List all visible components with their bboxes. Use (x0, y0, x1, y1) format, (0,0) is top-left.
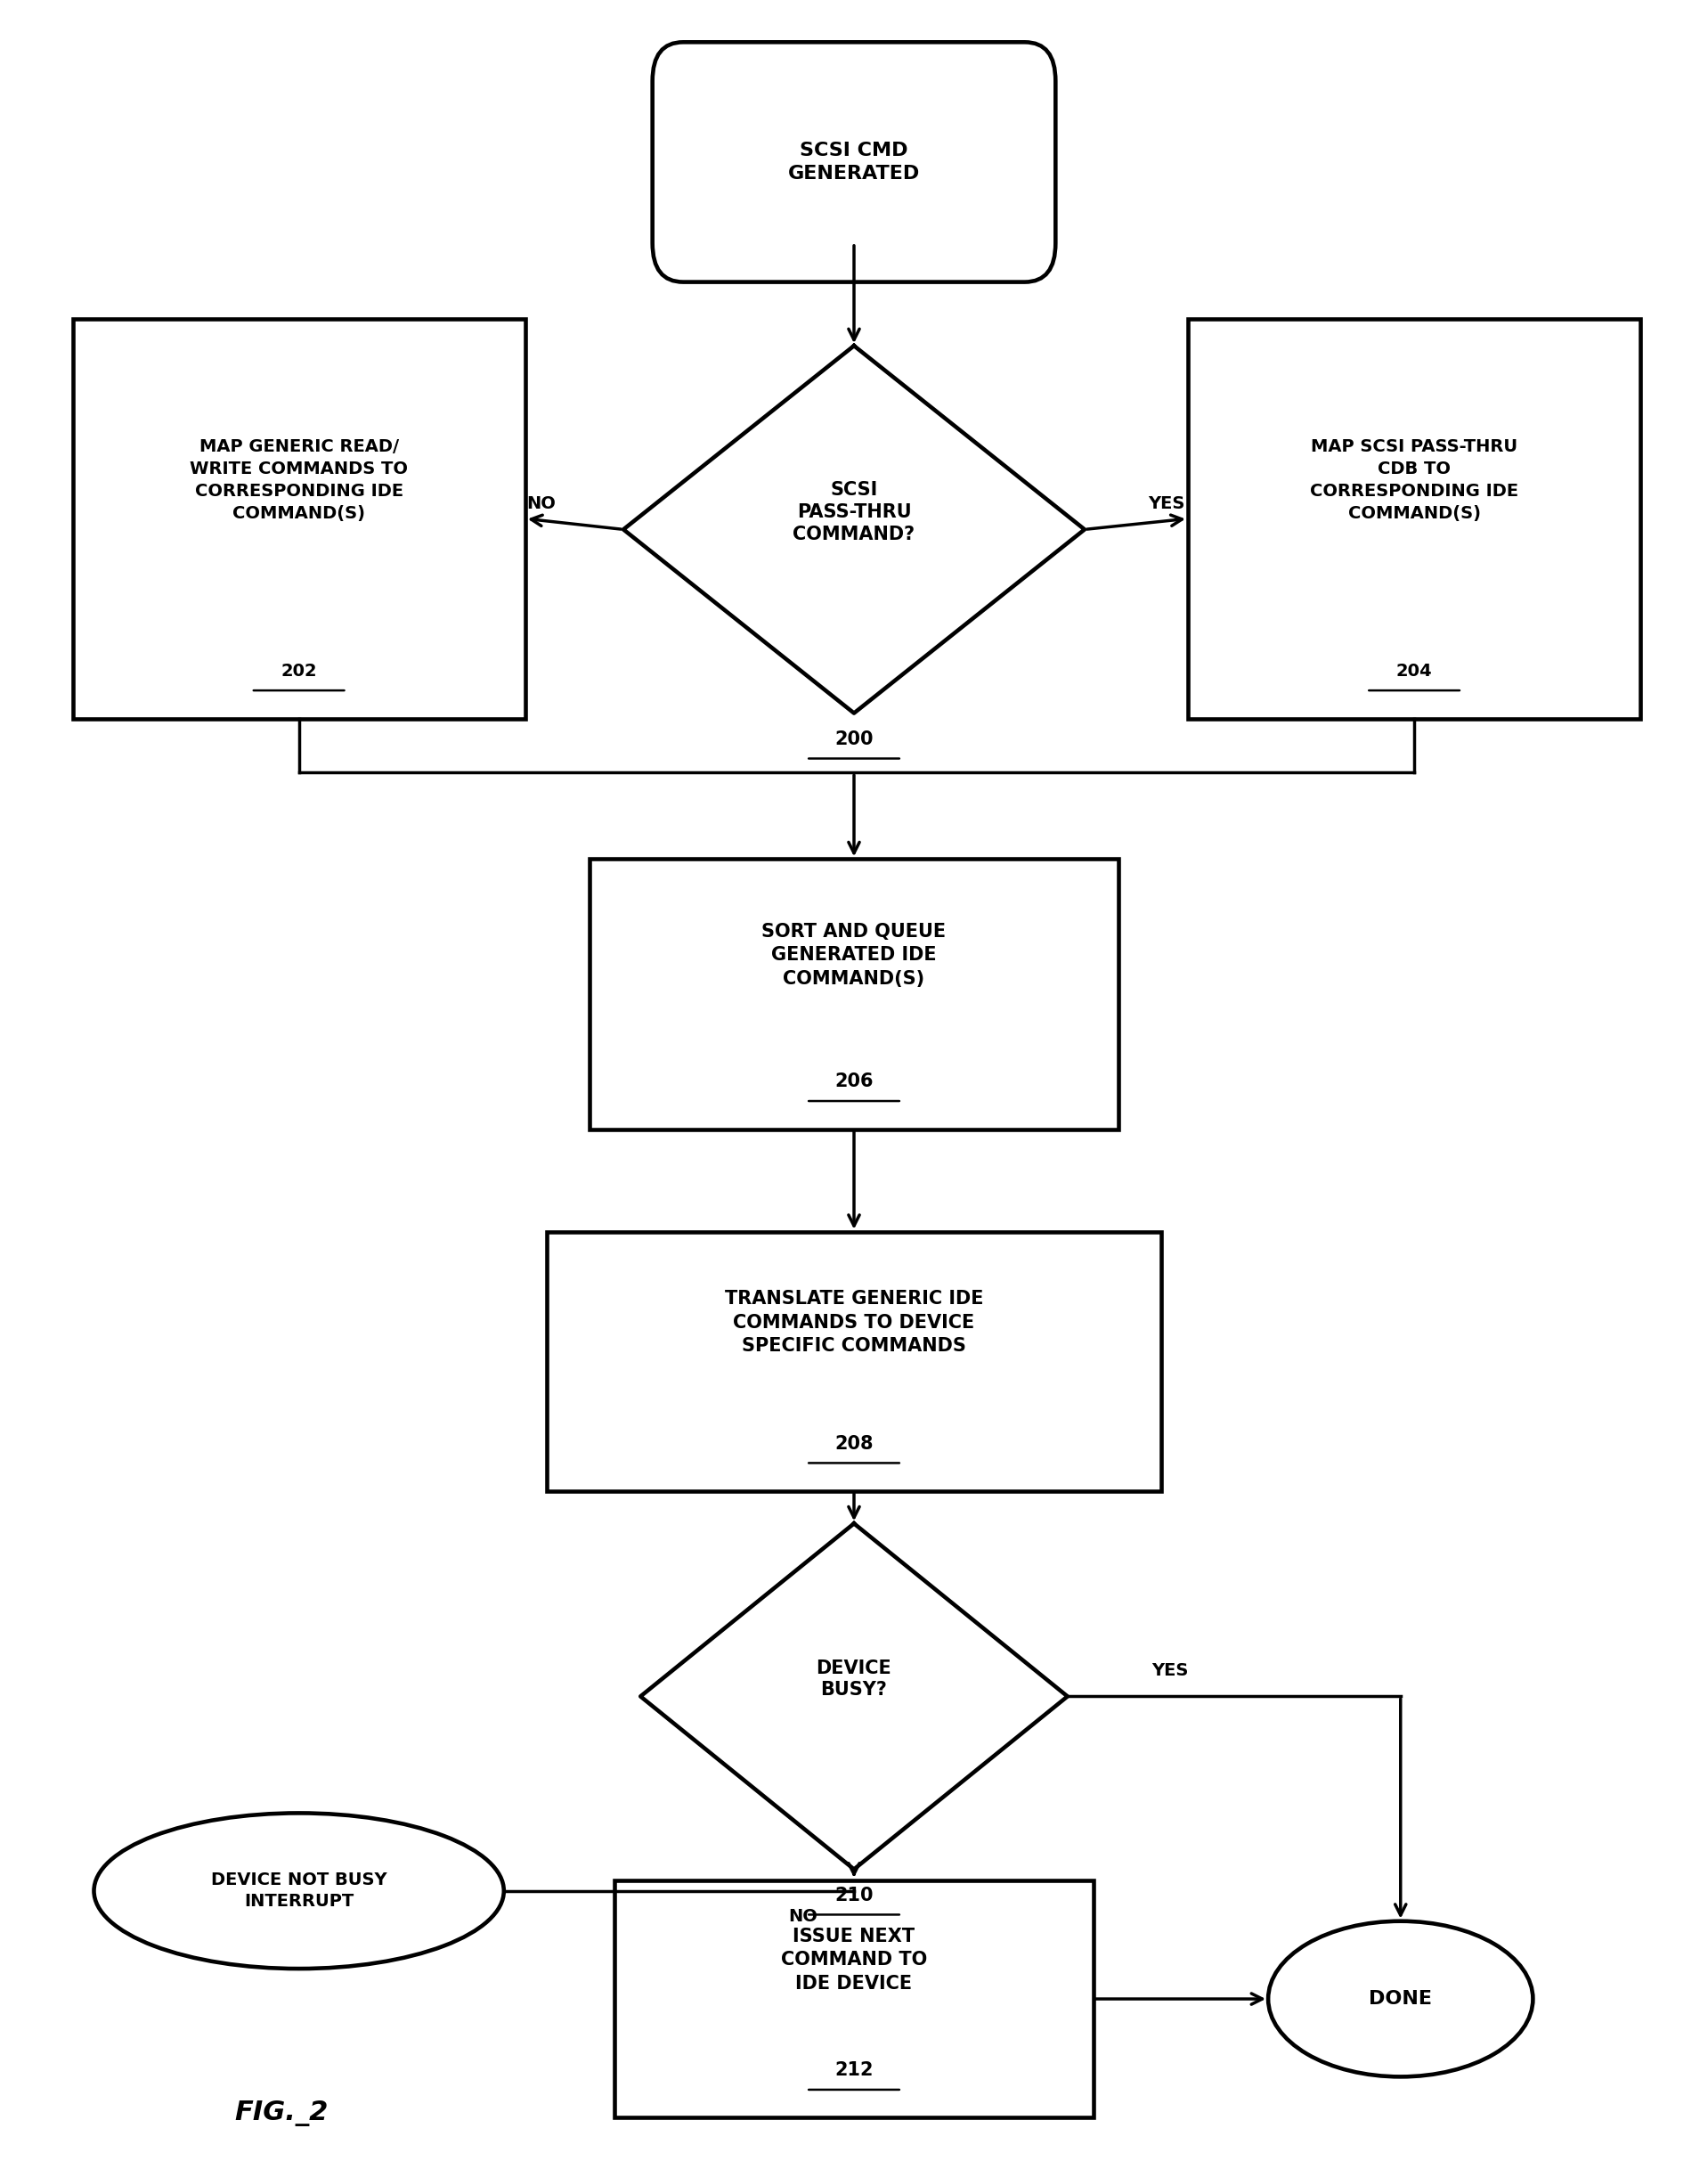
Polygon shape (640, 1524, 1068, 1869)
Bar (589, 858, 1119, 1128)
Text: 208: 208 (835, 1435, 873, 1452)
Text: SCSI CMD
GENERATED: SCSI CMD GENERATED (787, 140, 921, 184)
Text: ISSUE NEXT
COMMAND TO
IDE DEVICE: ISSUE NEXT COMMAND TO IDE DEVICE (781, 1928, 927, 1992)
Text: NO: NO (526, 495, 557, 512)
Text: YES: YES (1151, 1662, 1189, 1679)
Text: 206: 206 (835, 1072, 873, 1091)
Text: 210: 210 (835, 1887, 873, 1904)
Text: DONE: DONE (1368, 1990, 1433, 2008)
Text: 204: 204 (1395, 663, 1433, 679)
Text: TRANSLATE GENERIC IDE
COMMANDS TO DEVICE
SPECIFIC COMMANDS: TRANSLATE GENERIC IDE COMMANDS TO DEVICE… (724, 1290, 984, 1355)
Bar (1189, 318, 1640, 717)
Text: SCSI
PASS-THRU
COMMAND?: SCSI PASS-THRU COMMAND? (793, 482, 915, 542)
Text: 200: 200 (835, 730, 873, 748)
Text: 202: 202 (280, 663, 318, 679)
Text: MAP SCSI PASS-THRU
CDB TO
CORRESPONDING IDE
COMMAND(S): MAP SCSI PASS-THRU CDB TO CORRESPONDING … (1310, 439, 1518, 521)
Polygon shape (623, 346, 1085, 713)
Text: YES: YES (1148, 495, 1185, 512)
Text: DEVICE
BUSY?: DEVICE BUSY? (816, 1660, 892, 1699)
Text: SORT AND QUEUE
GENERATED IDE
COMMAND(S): SORT AND QUEUE GENERATED IDE COMMAND(S) (762, 923, 946, 988)
Bar (72, 318, 526, 717)
Ellipse shape (1267, 1921, 1534, 2077)
FancyBboxPatch shape (652, 41, 1056, 281)
Text: MAP GENERIC READ/
WRITE COMMANDS TO
CORRESPONDING IDE
COMMAND(S): MAP GENERIC READ/ WRITE COMMANDS TO CORR… (190, 439, 408, 521)
Text: NO: NO (787, 1908, 818, 1925)
Text: DEVICE NOT BUSY
INTERRUPT: DEVICE NOT BUSY INTERRUPT (210, 1871, 388, 1910)
Ellipse shape (94, 1813, 504, 1969)
Text: 212: 212 (835, 2062, 873, 2079)
Bar (547, 1232, 1161, 1491)
Bar (615, 1880, 1093, 2118)
Text: FIG._2: FIG._2 (236, 2100, 328, 2126)
